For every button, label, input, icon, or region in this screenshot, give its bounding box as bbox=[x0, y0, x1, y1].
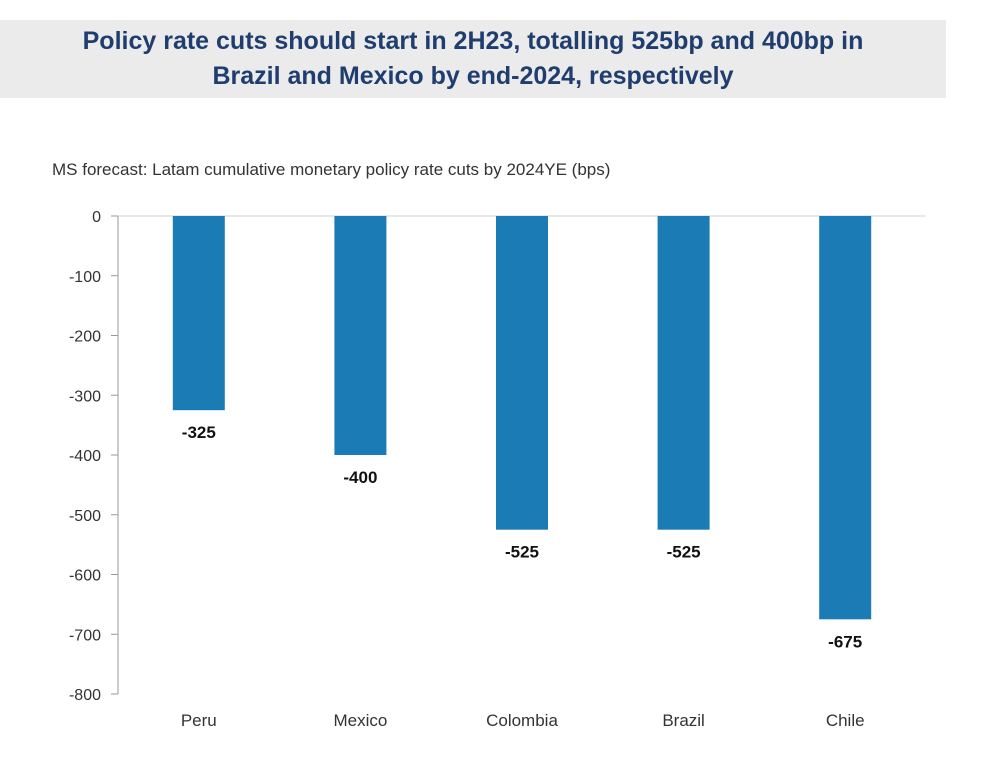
y-tick-label: -700 bbox=[69, 627, 101, 644]
bar-peru bbox=[172, 216, 225, 411]
y-tick-label: -200 bbox=[69, 329, 101, 346]
x-tick-label: Colombia bbox=[486, 711, 558, 730]
x-tick-label: Mexico bbox=[333, 711, 387, 730]
x-tick-label: Peru bbox=[181, 711, 217, 730]
title-banner bbox=[0, 20, 946, 98]
y-tick-label: -800 bbox=[69, 687, 101, 704]
bar-mexico bbox=[334, 216, 387, 455]
bar-colombia bbox=[496, 216, 548, 530]
page-title: Policy rate cuts should start in 2H23, t… bbox=[0, 24, 946, 94]
bar-chile bbox=[819, 216, 872, 620]
y-tick-label: -300 bbox=[69, 388, 101, 405]
bar-brazil bbox=[657, 216, 710, 530]
title-line-1: Policy rate cuts should start in 2H23, t… bbox=[82, 27, 864, 55]
data-label: -325 bbox=[182, 423, 216, 442]
data-label: -525 bbox=[505, 543, 539, 562]
y-tick-label: -400 bbox=[69, 448, 101, 465]
chart-title: MS forecast: Latam cumulative monetary p… bbox=[52, 160, 611, 179]
data-label: -675 bbox=[828, 632, 862, 651]
y-tick-label: 0 bbox=[92, 209, 101, 226]
data-label: -525 bbox=[667, 543, 701, 562]
data-label: -400 bbox=[343, 468, 377, 487]
title-line-2: Brazil and Mexico by end-2024, respectiv… bbox=[212, 62, 734, 90]
x-tick-label: Chile bbox=[826, 711, 865, 730]
y-tick-label: -500 bbox=[69, 508, 101, 525]
x-tick-label: Brazil bbox=[662, 711, 705, 730]
y-tick-label: -600 bbox=[69, 568, 101, 585]
y-tick-label: -100 bbox=[69, 269, 101, 286]
